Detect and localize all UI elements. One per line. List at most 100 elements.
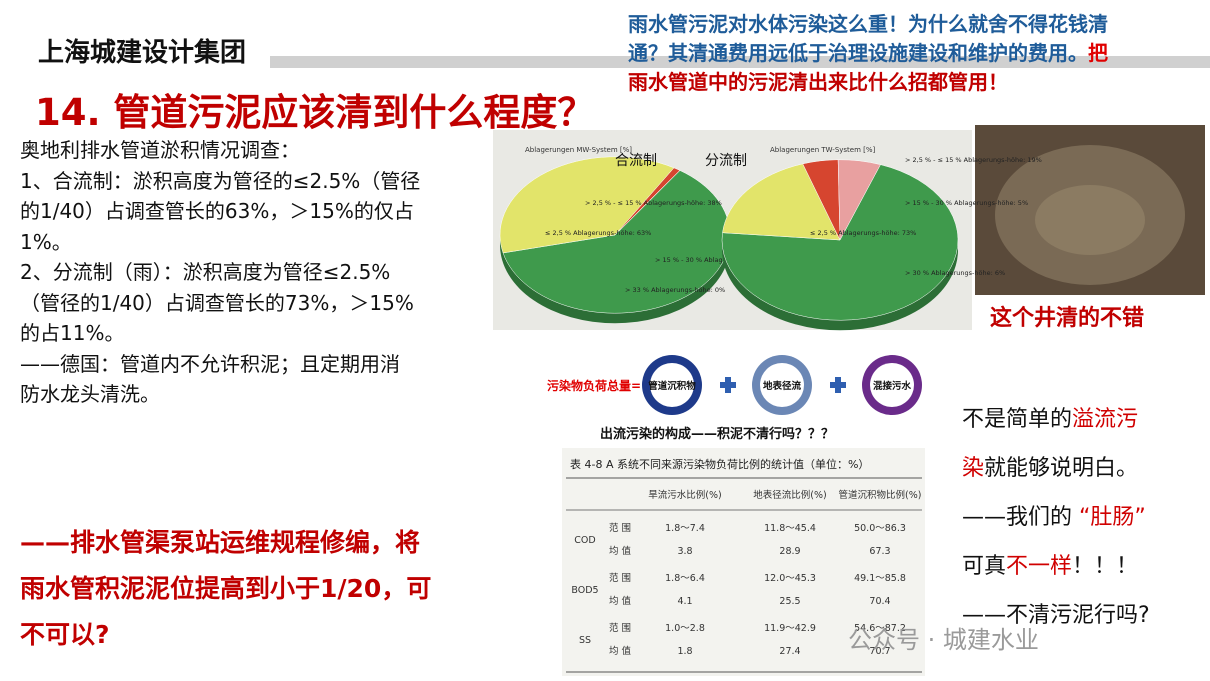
table-cell: 28.9 (779, 546, 800, 557)
text-run: ！！！ (1072, 554, 1139, 579)
plus (720, 377, 736, 393)
pie-title: Ablagerungen TW-System [%] (770, 146, 876, 154)
node-core (870, 363, 914, 407)
pie-slice (721, 164, 959, 321)
text-run: 雨水管道中的污泥清出来比什么招都管用！ (628, 70, 1008, 94)
text-run: 溢流污 (1072, 407, 1139, 432)
table-cell: 27.4 (779, 646, 800, 657)
segment-label: > 2,5 % - ≤ 15 % Ablagerungs-höhe: 38% (585, 199, 722, 207)
text-line: （管径的1/40）占调查管长的73%，＞15% (20, 290, 414, 315)
table-cell: 范 围 (609, 572, 631, 584)
text-run: 把 (1088, 41, 1108, 65)
table-cell: 均 值 (609, 645, 632, 657)
node-label: 混接污水 (873, 380, 912, 392)
column-header: 旱流污水比例(%) (648, 489, 721, 501)
table-cell: 1.0～2.8 (665, 623, 705, 634)
segment-label: > 2,5 % - ≤ 15 % Ablagerungs-höhe: 19% (905, 156, 1042, 164)
table-cell: 3.8 (677, 546, 692, 557)
table-title: 表 4-8 A 系统不同来源污染物负荷比例的统计值（单位：%） (570, 457, 869, 471)
diagram-lead: 污染物负荷总量= (547, 378, 641, 393)
table-cell: 均 值 (609, 595, 632, 607)
segment-label: > 15 % - 30 % Ablagerungs-höhe: 1% (655, 256, 778, 264)
table-cell: 12.0～45.3 (764, 573, 816, 584)
table-cell: 70.4 (869, 596, 890, 607)
text-line: 的占11%。 (20, 321, 125, 345)
text-line: 雨水管污泥对水体污染这么重！为什么就舍不得花钱清 (628, 10, 1108, 39)
table-cell: 范 围 (609, 522, 631, 534)
photo-caption: 这个井清的不错 (990, 306, 1145, 331)
right-text: 不是简单的溢流污 染就能够说明白。 ——我们的 “肚肠” 可真不一样！！！ ——不清污泥… (962, 395, 1150, 640)
text-line: 防水龙头清洗。 (20, 382, 160, 406)
diagram-caption: 出流污染的构成——积泥不清行吗？？？ (600, 426, 834, 442)
text-line: ——德国：管道内不允许积泥；且定期用消 (20, 351, 400, 376)
table-cell: 1.8～6.4 (665, 573, 705, 584)
text-line: ——我们的 “肚肠” (962, 493, 1150, 542)
node-core (650, 363, 694, 407)
text-run: “肚肠” (1079, 505, 1146, 530)
pie-slice (502, 170, 731, 314)
segment-label: > 15 % - 30 % Ablagerungs-höhe: 5% (905, 199, 1028, 207)
segment-label: > 33 % Ablagerungs-höhe: 0% (625, 286, 725, 294)
plus (830, 377, 846, 393)
table-cell: 70.7 (869, 646, 890, 657)
text-line: 不可以? (20, 620, 110, 649)
table-cell: 均 值 (609, 545, 632, 557)
text-run: ——我们的 (962, 505, 1079, 530)
table-cell: 67.3 (869, 546, 890, 557)
note: 雨水管污泥对水体污染这么重！为什么就舍不得花钱清 通？其清通费用远低于治理设施建设… (628, 10, 1108, 97)
table-cell: SS (579, 635, 591, 646)
slide-title: 14. 管道污泥应该清到什么程度？ (35, 91, 595, 134)
text-line: ——排水管渠泵站运维规程修编，将 (20, 528, 421, 557)
segment-label: ≤ 2,5 % Ablagerungs-höhe: 63% (545, 229, 651, 237)
table-cell: 11.8～45.4 (764, 523, 816, 534)
pie-slice (499, 156, 675, 254)
table-cell: 49.1～85.8 (854, 573, 906, 584)
node-label: 地表径流 (763, 380, 802, 392)
text-line: 通？其清通费用远低于治理设施建设和维护的费用。把 (628, 39, 1108, 68)
table-cell: 4.1 (677, 596, 692, 607)
body-text: 奥地利排水管道淤积情况调查： 1、合流制：淤积高度为管径的≤2.5%（管径 的1/4… (20, 135, 420, 410)
table-image (562, 448, 925, 676)
text-line: 染就能够说明白。 (962, 444, 1150, 493)
text-line: 雨水管积泥泥位提高到小于1/20，可 (20, 574, 432, 603)
text-line: 2、分流制（雨）：淤积高度为管径≤2.5% (20, 260, 391, 284)
table-cell: 1.8～7.4 (665, 523, 705, 534)
pie-label: 合流制 (615, 153, 657, 169)
text-line: 雨水管道中的污泥清出来比什么招都管用！ (628, 68, 1108, 97)
pie-title: Ablagerungen MW-System [%] (525, 146, 632, 154)
conclusion: ——排水管渠泵站运维规程修编，将 雨水管积泥泥位提高到小于1/20，可 不可以? (20, 520, 431, 658)
table-cell: COD (574, 535, 595, 546)
text-line: 奥地利排水管道淤积情况调查： (20, 138, 300, 162)
photo-water (1035, 185, 1145, 255)
pie-label: 分流制 (705, 153, 747, 169)
pie-slice (722, 163, 841, 241)
table-cell: 54.6～87.2 (854, 623, 906, 634)
table-cell: 范 围 (609, 622, 631, 634)
segment-label: > 30 % Ablagerungs-höhe: 6% (905, 269, 1005, 277)
pie-slice (614, 170, 681, 236)
text-run: 通？其清通费用远低于治理设施建设和维护的费用。 (628, 41, 1088, 65)
text-line: 不是简单的溢流污 (962, 395, 1150, 444)
text-line: 1、合流制：淤积高度为管径的≤2.5%（管径 (20, 168, 421, 193)
text-run: 不一样 (1006, 554, 1073, 579)
pie-slice (837, 159, 881, 241)
brand: 上海城建设计集团 (38, 38, 247, 68)
column-header: 地表径流比例(%) (753, 489, 826, 501)
node-label: 管道沉积物 (648, 380, 696, 392)
watermark: 公众号 · 城建水业 (848, 626, 1039, 654)
column-header: 管道沉积物比例(%) (839, 489, 922, 501)
table-cell: 11.9～42.9 (764, 623, 816, 634)
header-bar (270, 56, 1210, 68)
text-run: 不是简单的 (962, 407, 1073, 432)
text-run: 可真 (962, 554, 1007, 579)
table-cell: 25.5 (779, 596, 800, 607)
text-line: 的1/40）占调查管长的63%，＞15%的仅占 (20, 199, 414, 223)
text-run: 雨水管污泥对水体污染这么重！为什么就舍不得花钱清 (628, 12, 1108, 36)
table-cell: 50.0～86.3 (854, 523, 906, 534)
text-run: ——不清污泥行吗? (962, 603, 1150, 628)
table-cell: 1.8 (677, 646, 692, 657)
segment-label: ≤ 2,5 % Ablagerungs-höhe: 73% (810, 229, 916, 237)
text-run: 就能够说明白。 (984, 456, 1139, 481)
